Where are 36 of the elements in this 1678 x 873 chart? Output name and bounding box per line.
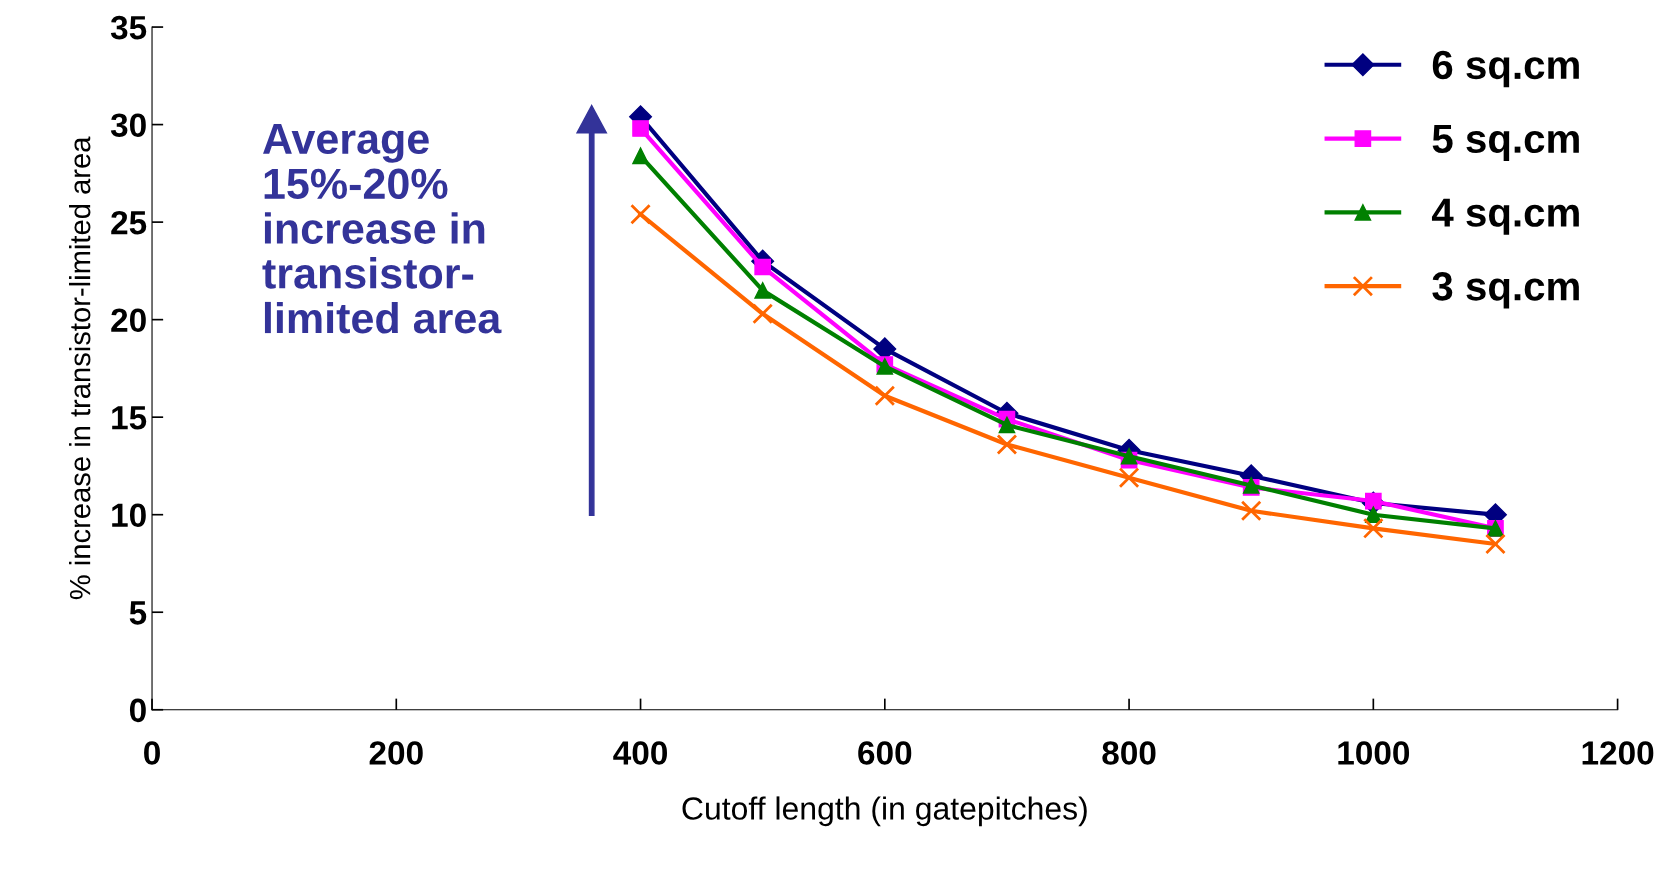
point <box>632 120 649 137</box>
y-tick-label: 25 <box>111 210 147 235</box>
x-tick-label: 1200 <box>1582 741 1654 765</box>
x-tick-label: 400 <box>613 741 667 765</box>
legend-label: 5 sq.cm <box>1432 124 1579 161</box>
point <box>1485 533 1506 555</box>
y-tick-label: 35 <box>110 15 147 40</box>
x-tick-label: 1000 <box>1338 741 1410 765</box>
point <box>874 385 896 407</box>
point <box>1240 500 1262 522</box>
legend-label: 3 sq.cm <box>1432 272 1579 309</box>
y-tick-label: 20 <box>111 308 146 333</box>
y-tick-label: 15 <box>112 406 147 430</box>
point <box>998 416 1016 434</box>
point <box>1364 506 1382 524</box>
point <box>1120 447 1138 465</box>
point <box>632 147 649 165</box>
x-tick-label: 800 <box>1102 741 1156 765</box>
y-tick-label: 0 <box>129 698 146 723</box>
x-tick-label: 200 <box>369 741 423 765</box>
point <box>1118 467 1140 489</box>
legend-label: 4 sq.cm <box>1431 198 1579 235</box>
point <box>752 303 774 325</box>
point <box>754 282 772 299</box>
x-axis-title: Cutoff length (in gatepitches) <box>682 796 1087 827</box>
y-tick-label: 10 <box>112 503 146 528</box>
y-axis-title: % increase in transistor-limited area <box>69 136 91 600</box>
y-tick-label: 5 <box>129 601 147 625</box>
x-tick-label: 600 <box>858 741 912 765</box>
point <box>996 434 1018 455</box>
point <box>1362 517 1384 539</box>
point <box>630 203 651 225</box>
y-tick-label: 30 <box>110 113 146 138</box>
annotation: Average 15%-20% increase in transistor- limited area <box>262 124 502 334</box>
point <box>754 258 772 276</box>
legend-label: 6 sq.cm <box>1432 50 1579 88</box>
